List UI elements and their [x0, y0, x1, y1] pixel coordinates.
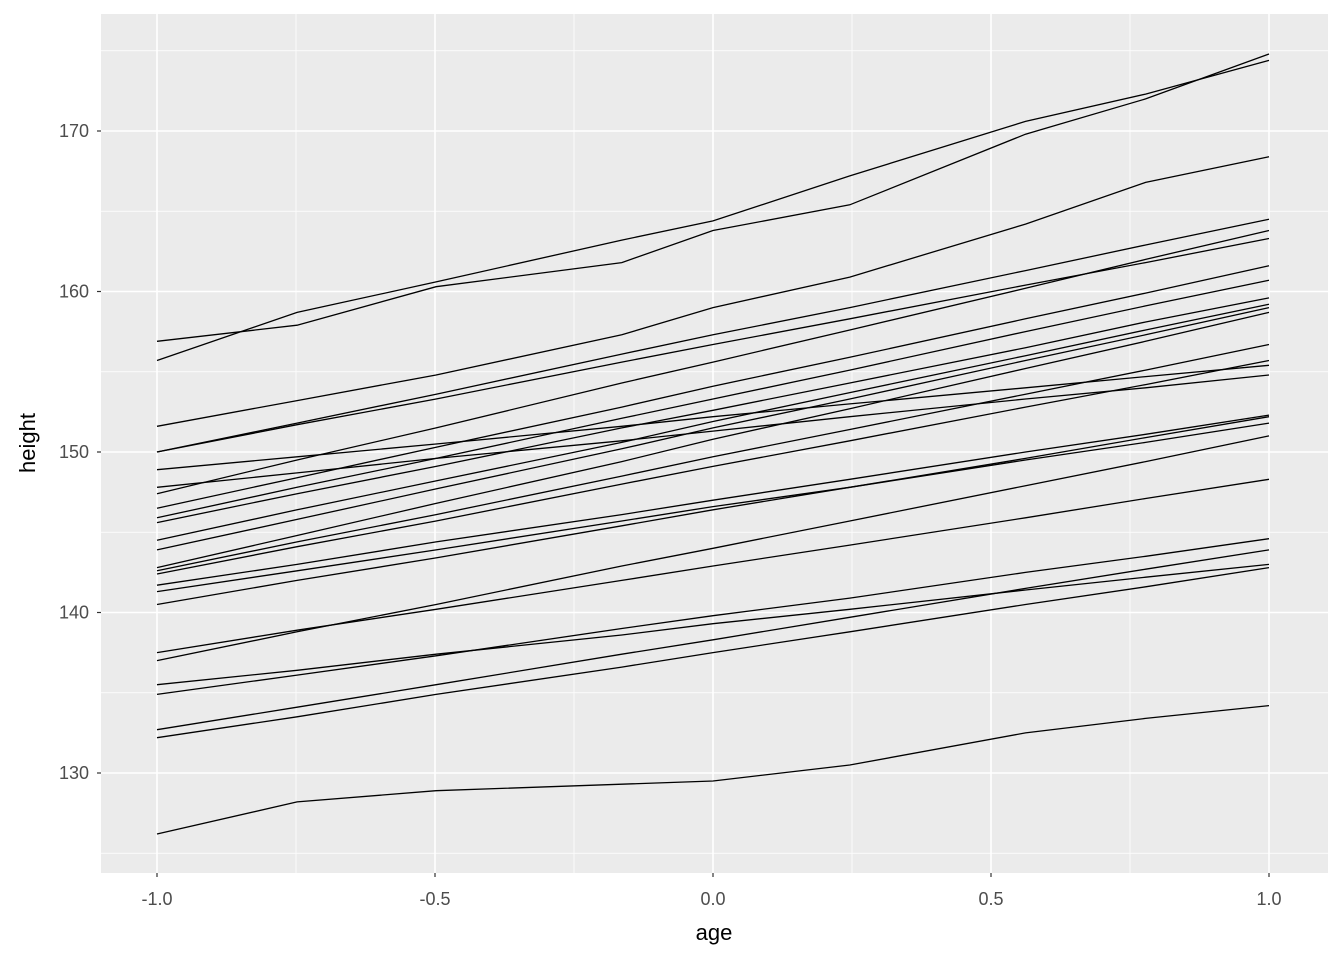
x-axis-title: age	[696, 920, 733, 945]
x-axis: -1.0 -0.5 0.0 0.5 1.0	[141, 873, 1282, 909]
plot-panel	[101, 14, 1328, 873]
y-axis-title: height	[15, 413, 40, 473]
x-tick-label: 1.0	[1256, 889, 1281, 909]
series-line-22	[156, 563, 1270, 686]
x-tick-label: 0.0	[700, 889, 725, 909]
x-tick-label: 0.5	[978, 889, 1003, 909]
series-line-6	[156, 364, 1270, 471]
series-line-5	[156, 237, 1270, 453]
series-line-12	[156, 303, 1270, 541]
y-tick-label: 160	[59, 282, 89, 302]
series-lines	[156, 53, 1270, 835]
series-line-3	[156, 156, 1270, 427]
series-line-13	[156, 306, 1270, 551]
y-tick-label: 130	[59, 763, 89, 783]
series-line-21	[156, 435, 1270, 662]
series-line-10	[156, 279, 1270, 519]
x-tick-label: -1.0	[141, 889, 172, 909]
series-line-19	[156, 416, 1270, 606]
series-line-11	[156, 297, 1270, 524]
y-tick-label: 150	[59, 442, 89, 462]
series-line-4	[156, 218, 1270, 453]
series-line-24	[156, 549, 1270, 731]
gridlines	[101, 14, 1328, 873]
series-line-25	[156, 566, 1270, 739]
series-line-17	[156, 414, 1270, 586]
x-tick-label: -0.5	[419, 889, 450, 909]
y-tick-label: 170	[59, 121, 89, 141]
series-line-1	[156, 53, 1270, 342]
series-line-23	[156, 538, 1270, 696]
series-line-16	[156, 359, 1270, 575]
series-line-26	[156, 704, 1270, 835]
series-line-14	[156, 311, 1270, 569]
series-line-2	[156, 59, 1270, 362]
y-tick-label: 140	[59, 603, 89, 623]
series-line-8	[156, 229, 1270, 495]
series-line-15	[156, 343, 1270, 572]
series-line-18	[156, 422, 1270, 593]
y-axis: 130 140 150 160 170	[59, 121, 101, 783]
series-line-9	[156, 265, 1270, 509]
